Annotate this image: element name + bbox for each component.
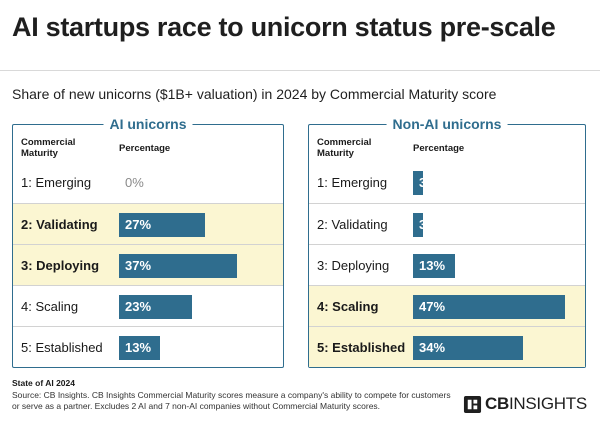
footer-report-name: State of AI 2024 — [12, 378, 75, 388]
category-label: 4: Scaling — [317, 299, 379, 314]
value-label: 3% — [419, 175, 438, 190]
category-label: 5: Established — [21, 340, 103, 355]
category-label: 4: Scaling — [21, 299, 79, 314]
bar-row: 1: Emerging 3% — [309, 162, 585, 203]
title-divider — [0, 70, 600, 71]
category-label: 3: Deploying — [317, 258, 390, 273]
bar-row: 3: Deploying 13% — [309, 244, 585, 285]
category-label: 2: Validating — [21, 217, 98, 232]
value-label: 23% — [125, 299, 152, 314]
bar-row: 2: Validating 3% — [309, 203, 585, 244]
bar-row: 5: Established 34% — [309, 326, 585, 367]
bar — [413, 295, 565, 319]
cb-insights-logo: CBINSIGHTS — [463, 394, 587, 414]
non-ai-unicorns-panel: Non-AI unicorns Commercial Maturity Perc… — [308, 115, 586, 368]
ai-header-percentage: Percentage — [119, 143, 171, 154]
bar-row: 2: Validating 27% — [13, 203, 283, 244]
ai-header-maturity: Commercial Maturity — [21, 137, 76, 159]
bar-row: 5: Established 13% — [13, 326, 283, 367]
category-label: 5: Established — [317, 340, 406, 355]
value-label: 34% — [419, 340, 446, 355]
bar — [413, 254, 456, 278]
value-label: 13% — [125, 340, 152, 355]
value-label: 37% — [125, 258, 152, 273]
cb-insights-wordmark: CBINSIGHTS — [485, 394, 587, 414]
bar-row: 4: Scaling 47% — [309, 285, 585, 326]
chart-subtitle: Share of new unicorns ($1B+ valuation) i… — [12, 86, 497, 102]
cb-insights-logo-icon — [463, 395, 482, 413]
non-ai-panel-title: Non-AI unicorns — [386, 115, 508, 133]
bar — [119, 336, 161, 360]
bar-row: 1: Emerging 0% — [13, 162, 283, 203]
chart-title: AI startups race to unicorn status pre-s… — [12, 12, 556, 42]
non-ai-header-percentage: Percentage — [413, 143, 465, 154]
value-label: 27% — [125, 217, 152, 232]
value-label: 0% — [125, 175, 144, 190]
non-ai-header-maturity: Commercial Maturity — [317, 137, 372, 159]
ai-unicorns-panel: AI unicorns Commercial Maturity Percenta… — [12, 115, 284, 368]
bar — [119, 254, 238, 278]
category-label: 2: Validating — [317, 217, 388, 232]
bar — [413, 336, 523, 360]
ai-panel-title: AI unicorns — [103, 115, 193, 133]
value-label: 13% — [419, 258, 446, 273]
bar — [119, 213, 206, 237]
bar — [119, 295, 193, 319]
logo-text-cb: CB — [485, 394, 509, 413]
category-label: 1: Emerging — [21, 175, 92, 190]
bar-row: 3: Deploying 37% — [13, 244, 283, 285]
footer-source: Source: CB Insights. CB Insights Commerc… — [12, 390, 451, 411]
value-label: 3% — [419, 217, 438, 232]
bar — [413, 213, 423, 237]
bar — [413, 171, 423, 195]
category-label: 3: Deploying — [21, 258, 100, 273]
logo-text-insights: INSIGHTS — [508, 394, 587, 413]
value-label: 47% — [419, 299, 446, 314]
category-label: 1: Emerging — [317, 175, 388, 190]
bar-row: 4: Scaling 23% — [13, 285, 283, 326]
